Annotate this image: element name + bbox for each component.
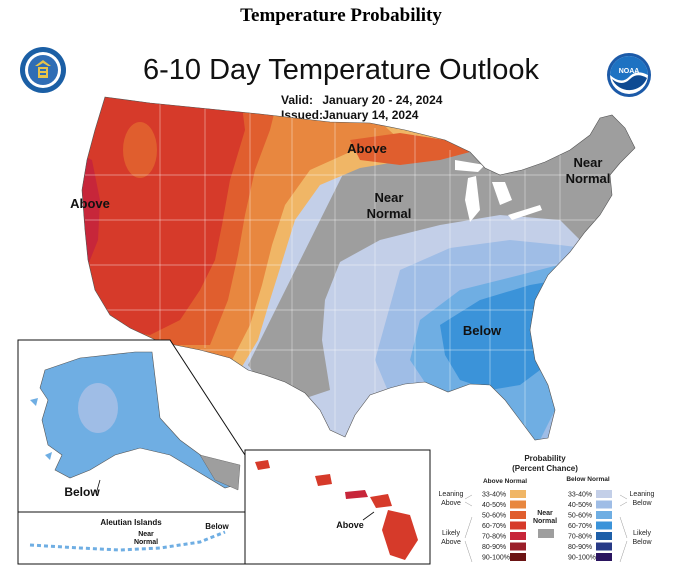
legend-likely-above-1: Likely (442, 530, 460, 537)
alaska-inset: Below (17, 339, 246, 513)
legend-below-header: Below Normal (566, 476, 610, 483)
legend-near-normal-2: Normal (533, 518, 557, 525)
legend-above-swatch (510, 532, 526, 540)
legend-above-range-label: 70-80% (482, 534, 506, 541)
hawaii-pointer (362, 511, 375, 521)
legend-leaning-below-2: Below (632, 500, 652, 507)
legend-above-range-label: 80-90% (482, 544, 506, 551)
hawaii-maui (370, 494, 392, 508)
alaska-pointer (95, 479, 101, 495)
conus-outlook (82, 97, 635, 440)
legend-below-range-label: 40-50% (568, 502, 592, 509)
valid-value: January 20 - 24, 2024 (322, 93, 443, 107)
region-above-north (350, 133, 470, 165)
legend-bracket-above (464, 494, 473, 563)
legend-above-swatch (510, 511, 526, 519)
legend-below-swatch (596, 553, 612, 561)
legend-below-swatch (596, 511, 612, 519)
region-near-normal (248, 110, 635, 400)
alaska-island-1 (30, 398, 38, 406)
legend-above-swatch (510, 521, 526, 530)
legend-above-swatch (510, 500, 526, 509)
lake-huron (492, 182, 512, 205)
legend-likely-above-2: Above (441, 539, 461, 546)
label-near-normal-ne-1: Near (574, 155, 603, 170)
issued-value: January 14, 2024 (322, 108, 419, 122)
noaa-logo-text: NOAA (619, 68, 640, 75)
legend-title-1: Probability (524, 454, 566, 463)
hawaii-oahu (315, 474, 332, 486)
map-title: 6-10 Day Temperature Outlook (142, 54, 539, 86)
valid-label: Valid: (281, 93, 314, 107)
probability-legend: Probability (Percent Chance) Above Norma… (433, 452, 664, 566)
aleutian-inset: Aleutian Islands Near Normal Below (17, 511, 246, 565)
page-heading: Temperature Probability (240, 5, 442, 26)
commerce-seal-icon (20, 47, 66, 93)
legend-below-range-label: 80-90% (568, 544, 592, 551)
legend-above-range-label: 40-50% (482, 502, 506, 509)
legend-above-range-label: 90-100% (482, 555, 510, 562)
legend-leaning-above-2: Above (441, 500, 461, 507)
label-above-west: Above (70, 196, 110, 211)
legend-above-header: Above Normal (483, 478, 527, 485)
legend-likely-below-1: Likely (633, 530, 651, 537)
label-near-normal-central-1: Near (375, 190, 404, 205)
legend-below-swatch (596, 532, 612, 540)
conus-outline (81, 96, 636, 441)
legend-background (433, 452, 664, 566)
legend-above-swatch (510, 542, 526, 551)
legend-near-normal-swatch (538, 529, 554, 538)
label-near-normal-ne-2: Normal (566, 171, 611, 186)
alaska-below-interior (78, 383, 118, 433)
hawaii-big-island (382, 510, 418, 560)
label-below-aleutian: Below (205, 522, 229, 531)
legend-leaning-below-1: Leaning (630, 491, 655, 498)
aleutian-chain (29, 530, 226, 552)
legend-above-rows: 33-40% 40-50% 50-60% 60-70% 70-80% 80-90% 90-1… (482, 490, 526, 562)
label-above-hawaii: Above (336, 520, 364, 530)
hawaii-molokai (345, 490, 368, 499)
alaska-island-2 (45, 452, 52, 460)
legend-above-range-label: 50-60% (482, 513, 506, 520)
noaa-logo-icon: NOAA (607, 53, 651, 97)
label-near-normal-aleutian-2: Normal (134, 539, 158, 546)
legend-bracket-below (619, 494, 628, 563)
legend-below-range-label: 90-100% (568, 555, 596, 562)
label-near-normal-aleutian-1: Near (138, 531, 154, 538)
hawaii-niihau-kauai (255, 460, 270, 470)
legend-below-swatch (596, 490, 612, 498)
legend-below-range-label: 60-70% (568, 523, 592, 530)
region-above-70-80 (82, 150, 100, 270)
label-below-southeast: Below (463, 323, 502, 338)
legend-near-normal-1: Near (537, 510, 553, 517)
aleutian-title: Aleutian Islands (100, 518, 162, 527)
legend-above-swatch (510, 490, 526, 498)
state-borders (85, 100, 635, 430)
legend-below-swatch (596, 542, 612, 551)
legend-title-2: (Percent Chance) (512, 464, 578, 473)
legend-below-swatch (596, 521, 612, 530)
lake-michigan (465, 176, 480, 222)
legend-below-rows: 33-40% 40-50% 50-60% 60-70% 70-80% 80-90% 90-1… (568, 490, 612, 562)
legend-below-range-label: 50-60% (568, 513, 592, 520)
legend-below-swatch (596, 500, 612, 509)
alaska-panhandle-near-normal (199, 454, 241, 491)
label-above-north: Above (347, 141, 387, 156)
legend-above-range-label: 60-70% (482, 523, 506, 530)
legend-above-swatch (510, 553, 526, 561)
lake-superior (455, 160, 485, 172)
legend-above-range-label: 33-40% (482, 492, 506, 499)
valid-line: Valid: January 20 - 24, 2024 (281, 93, 442, 107)
legend-likely-below-2: Below (632, 539, 652, 546)
label-near-normal-central-2: Normal (367, 206, 412, 221)
hawaii-inset: Above (244, 449, 431, 565)
legend-leaning-above-1: Leaning (439, 491, 464, 498)
legend-below-range-label: 33-40% (568, 492, 592, 499)
legend-below-range-label: 70-80% (568, 534, 592, 541)
label-below-alaska: Below (64, 485, 100, 499)
region-above-nw-pocket (123, 122, 157, 178)
region-above-60-70 (82, 97, 245, 335)
